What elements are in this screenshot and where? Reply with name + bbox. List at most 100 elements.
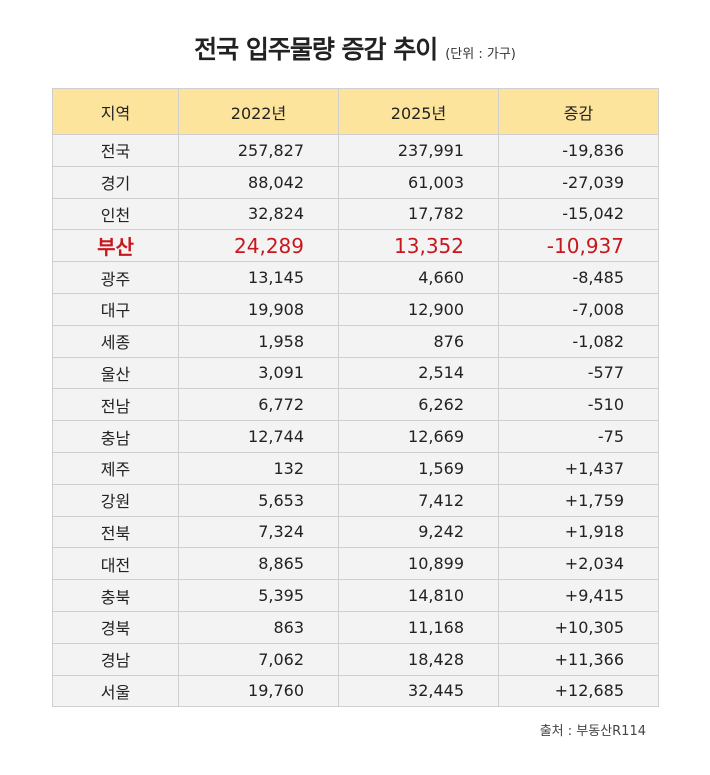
value-cell: 14,810 bbox=[338, 579, 499, 612]
value-cell: -1,082 bbox=[498, 324, 659, 358]
value-cell: 7,324 bbox=[178, 515, 339, 549]
value-cell: 19,908 bbox=[178, 292, 339, 326]
table-row: 부산 24,289 13,352 -10,937 bbox=[52, 229, 659, 263]
region-cell: 대전 bbox=[52, 547, 179, 581]
header-row: 지역 2022년 2025년 증감 bbox=[52, 88, 659, 135]
value-cell: 257,827 bbox=[178, 134, 339, 167]
region-cell: 제주 bbox=[52, 451, 179, 485]
region-cell: 부산 bbox=[52, 229, 179, 263]
value-cell: 12,669 bbox=[338, 420, 499, 453]
column-header: 2025년 bbox=[338, 88, 499, 135]
column-header: 2022년 bbox=[178, 88, 339, 135]
title: 전국 입주물량 증감 추이 bbox=[194, 35, 438, 64]
table-row: 서울 19,760 32,445 +12,685 bbox=[52, 674, 659, 708]
header: 전국 입주물량 증감 추이 (단위 : 가구) bbox=[0, 30, 710, 66]
table-row: 제주 132 1,569 +1,437 bbox=[52, 451, 659, 485]
value-cell: -510 bbox=[498, 388, 659, 422]
table-row: 전국 257,827 237,991 -19,836 bbox=[52, 134, 659, 167]
region-cell: 경북 bbox=[52, 610, 179, 644]
region-cell: 서울 bbox=[52, 674, 179, 708]
value-cell: -7,008 bbox=[498, 292, 659, 326]
value-cell: 4,660 bbox=[338, 261, 499, 294]
region-cell: 인천 bbox=[52, 197, 179, 231]
value-cell: -577 bbox=[498, 356, 659, 390]
table-row: 강원 5,653 7,412 +1,759 bbox=[52, 483, 659, 517]
value-cell: +1,759 bbox=[498, 483, 659, 517]
value-cell: +1,918 bbox=[498, 515, 659, 549]
value-cell: +9,415 bbox=[498, 579, 659, 612]
value-cell: -15,042 bbox=[498, 197, 659, 231]
value-cell: 2,514 bbox=[338, 356, 499, 390]
column-header: 지역 bbox=[52, 88, 179, 135]
value-cell: 863 bbox=[178, 610, 339, 644]
value-cell: 5,653 bbox=[178, 483, 339, 517]
value-cell: 88,042 bbox=[178, 165, 339, 199]
table-row: 충남 12,744 12,669 -75 bbox=[52, 420, 659, 453]
source: 출처 : 부동산R114 bbox=[539, 724, 646, 739]
region-cell: 경기 bbox=[52, 165, 179, 199]
table-row: 경남 7,062 18,428 +11,366 bbox=[52, 642, 659, 676]
table-row: 전남 6,772 6,262 -510 bbox=[52, 388, 659, 422]
table-row: 경기 88,042 61,003 -27,039 bbox=[52, 165, 659, 199]
value-cell: 8,865 bbox=[178, 547, 339, 581]
value-cell: 18,428 bbox=[338, 642, 499, 676]
value-cell: -75 bbox=[498, 420, 659, 453]
region-cell: 대구 bbox=[52, 292, 179, 326]
region-cell: 세종 bbox=[52, 324, 179, 358]
region-cell: 광주 bbox=[52, 261, 179, 294]
value-cell: -10,937 bbox=[498, 229, 659, 263]
table-row: 충북 5,395 14,810 +9,415 bbox=[52, 579, 659, 612]
region-cell: 강원 bbox=[52, 483, 179, 517]
region-cell: 전국 bbox=[52, 134, 179, 167]
value-cell: 6,772 bbox=[178, 388, 339, 422]
value-cell: +1,437 bbox=[498, 451, 659, 485]
table-row: 울산 3,091 2,514 -577 bbox=[52, 356, 659, 390]
value-cell: 17,782 bbox=[338, 197, 499, 231]
value-cell: 13,145 bbox=[178, 261, 339, 294]
value-cell: 32,445 bbox=[338, 674, 499, 708]
value-cell: 24,289 bbox=[178, 229, 339, 263]
region-cell: 전남 bbox=[52, 388, 179, 422]
value-cell: 1,958 bbox=[178, 324, 339, 358]
value-cell: 237,991 bbox=[338, 134, 499, 167]
value-cell: 5,395 bbox=[178, 579, 339, 612]
table-row: 경북 863 11,168 +10,305 bbox=[52, 610, 659, 644]
value-cell: 61,003 bbox=[338, 165, 499, 199]
value-cell: 32,824 bbox=[178, 197, 339, 231]
value-cell: 12,900 bbox=[338, 292, 499, 326]
value-cell: 7,412 bbox=[338, 483, 499, 517]
value-cell: -19,836 bbox=[498, 134, 659, 167]
region-cell: 경남 bbox=[52, 642, 179, 676]
value-cell: -8,485 bbox=[498, 261, 659, 294]
value-cell: 3,091 bbox=[178, 356, 339, 390]
value-cell: -27,039 bbox=[498, 165, 659, 199]
value-cell: 9,242 bbox=[338, 515, 499, 549]
table-row: 대전 8,865 10,899 +2,034 bbox=[52, 547, 659, 581]
table-head: 지역 2022년 2025년 증감 bbox=[52, 88, 659, 135]
region-cell: 전북 bbox=[52, 515, 179, 549]
value-cell: 12,744 bbox=[178, 420, 339, 453]
table-body: 전국 257,827 237,991 -19,836 경기 88,042 61,003 -27… bbox=[52, 134, 659, 708]
unit-note: (단위 : 가구) bbox=[445, 47, 516, 62]
value-cell: 19,760 bbox=[178, 674, 339, 708]
region-cell: 울산 bbox=[52, 356, 179, 390]
table-row: 세종 1,958 876 -1,082 bbox=[52, 324, 659, 358]
value-cell: 6,262 bbox=[338, 388, 499, 422]
region-cell: 충남 bbox=[52, 420, 179, 453]
value-cell: +10,305 bbox=[498, 610, 659, 644]
value-cell: 7,062 bbox=[178, 642, 339, 676]
table-row: 대구 19,908 12,900 -7,008 bbox=[52, 292, 659, 326]
value-cell: 13,352 bbox=[338, 229, 499, 263]
value-cell: +2,034 bbox=[498, 547, 659, 581]
value-cell: 1,569 bbox=[338, 451, 499, 485]
value-cell: 876 bbox=[338, 324, 499, 358]
value-cell: +12,685 bbox=[498, 674, 659, 708]
value-cell: 11,168 bbox=[338, 610, 499, 644]
region-cell: 충북 bbox=[52, 579, 179, 612]
column-header: 증감 bbox=[498, 88, 659, 135]
value-cell: +11,366 bbox=[498, 642, 659, 676]
table-row: 전북 7,324 9,242 +1,918 bbox=[52, 515, 659, 549]
table-row: 광주 13,145 4,660 -8,485 bbox=[52, 261, 659, 294]
value-cell: 132 bbox=[178, 451, 339, 485]
